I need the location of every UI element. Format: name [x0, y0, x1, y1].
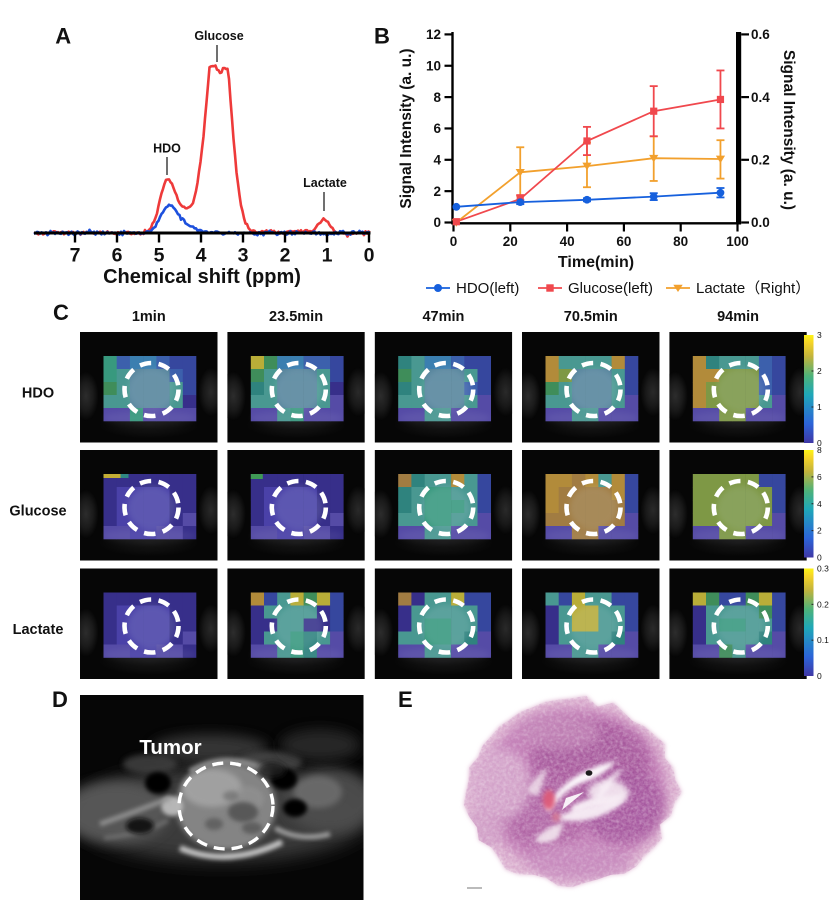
svg-text:1: 1	[817, 402, 822, 412]
svg-text:Time(min): Time(min)	[558, 254, 634, 271]
svg-text:40: 40	[560, 234, 575, 249]
svg-text:80: 80	[673, 234, 688, 249]
svg-text:Lactate: Lactate	[303, 176, 347, 190]
svg-text:1: 1	[322, 245, 333, 267]
svg-text:0: 0	[817, 553, 822, 563]
svg-text:E: E	[398, 687, 413, 712]
svg-text:2: 2	[433, 184, 441, 199]
svg-text:6: 6	[817, 472, 822, 482]
svg-text:B: B	[374, 24, 390, 49]
svg-text:0.1: 0.1	[817, 635, 829, 645]
svg-text:7: 7	[70, 245, 81, 267]
svg-text:Glucose: Glucose	[9, 503, 66, 519]
svg-text:4: 4	[817, 499, 822, 509]
svg-text:0: 0	[364, 245, 375, 267]
svg-text:47min: 47min	[422, 309, 464, 325]
svg-text:2: 2	[817, 526, 822, 536]
svg-text:Lactate: Lactate	[13, 622, 64, 638]
svg-text:70.5min: 70.5min	[564, 309, 618, 325]
svg-text:Tumor: Tumor	[139, 736, 201, 759]
svg-text:D: D	[52, 687, 68, 712]
svg-text:100: 100	[726, 234, 749, 249]
svg-text:20: 20	[503, 234, 518, 249]
svg-text:2: 2	[817, 366, 822, 376]
svg-text:3: 3	[238, 245, 249, 267]
svg-text:5: 5	[154, 245, 165, 267]
svg-text:8: 8	[817, 445, 822, 455]
svg-text:A: A	[55, 24, 71, 49]
svg-text:0.4: 0.4	[751, 90, 770, 105]
svg-text:6: 6	[433, 121, 441, 136]
svg-text:3: 3	[817, 330, 822, 340]
svg-text:0.2: 0.2	[817, 599, 829, 609]
svg-text:Glucose: Glucose	[194, 29, 243, 43]
svg-text:Signal Intensity (a. u.): Signal Intensity (a. u.)	[780, 50, 797, 210]
svg-text:0: 0	[433, 215, 441, 230]
svg-text:4: 4	[433, 153, 441, 168]
svg-text:0.0: 0.0	[751, 215, 770, 230]
svg-text:23.5min: 23.5min	[269, 309, 323, 325]
svg-text:0.3: 0.3	[817, 564, 829, 574]
svg-text:C: C	[53, 300, 69, 325]
svg-text:HDO(left): HDO(left)	[456, 280, 519, 297]
svg-text:0: 0	[817, 438, 822, 448]
svg-text:0.2: 0.2	[751, 153, 770, 168]
svg-text:0: 0	[450, 234, 458, 249]
svg-text:60: 60	[616, 234, 631, 249]
svg-text:12: 12	[426, 27, 441, 42]
svg-text:8: 8	[433, 90, 441, 105]
svg-text:6: 6	[112, 245, 123, 267]
svg-text:0: 0	[817, 671, 822, 681]
svg-text:0.6: 0.6	[751, 27, 770, 42]
svg-text:4: 4	[196, 245, 207, 267]
svg-text:94min: 94min	[717, 309, 759, 325]
svg-text:Chemical shift (ppm): Chemical shift (ppm)	[103, 266, 301, 288]
svg-text:HDO: HDO	[22, 385, 54, 401]
svg-text:Lactate（Right）: Lactate（Right）	[696, 280, 810, 297]
svg-text:1min: 1min	[132, 309, 166, 325]
svg-text:2: 2	[280, 245, 291, 267]
svg-text:HDO: HDO	[153, 142, 181, 156]
svg-text:Glucose(left): Glucose(left)	[568, 280, 653, 297]
svg-text:Signal Intensity (a. u.): Signal Intensity (a. u.)	[398, 48, 415, 208]
svg-text:10: 10	[426, 58, 441, 73]
